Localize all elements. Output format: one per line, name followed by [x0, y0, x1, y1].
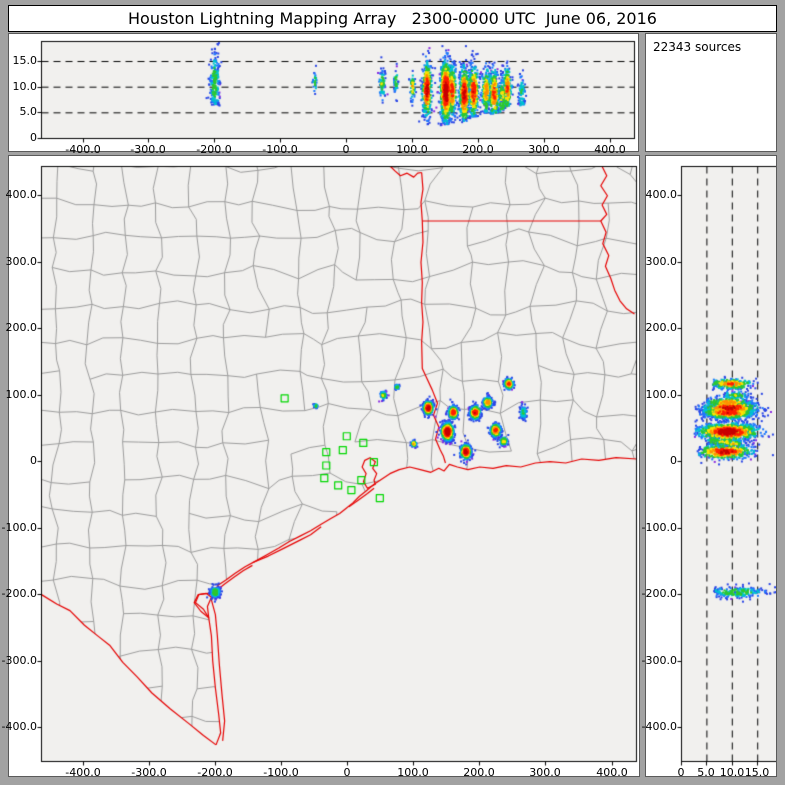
- source-count-panel: 22343 sources: [645, 33, 777, 152]
- plan-view-map-canvas[interactable]: [9, 156, 639, 776]
- altitude-vs-northsouth-canvas[interactable]: [646, 156, 776, 776]
- altitude-vs-eastwest-panel: -400.0 -300.0 -200.0 -100.0 0 100.0 200.0 300.0…: [8, 33, 639, 156]
- source-count-label: 22343 sources: [653, 40, 742, 54]
- title-bar: Houston Lightning Mapping Array 2300-000…: [8, 5, 777, 32]
- plan-view-map-panel: -400.0 -300.0 -200.0 -100.0 0 100.0 200.0 300.0…: [2, 155, 640, 779]
- window-title: Houston Lightning Mapping Array 2300-000…: [128, 9, 657, 28]
- altitude-vs-northsouth-panel: 0 5.0 10.0 15.0 -400.0 -300.0 -200.0 -100.0 0 100…: [642, 155, 777, 779]
- altitude-vs-eastwest-canvas[interactable]: [9, 34, 638, 151]
